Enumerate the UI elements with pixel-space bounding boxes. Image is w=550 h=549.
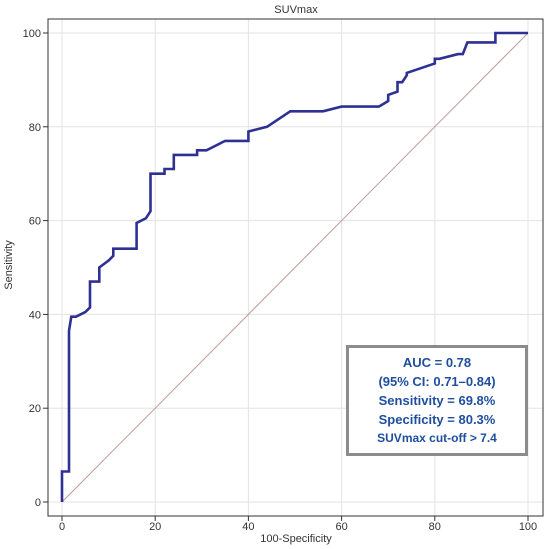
cutoff-value: SUVmax cut-off > 7.4 xyxy=(377,431,497,445)
y-tick-label: 20 xyxy=(29,403,41,415)
y-axis-label: Sensitivity xyxy=(3,240,15,290)
x-tick-label: 100 xyxy=(519,521,537,533)
y-tick-label: 80 xyxy=(29,122,41,134)
x-tick-label: 20 xyxy=(149,521,161,533)
auc-annotation-box: AUC = 0.78 (95% CI: 0.71–0.84) Sensitivi… xyxy=(346,345,528,456)
x-tick-label: 60 xyxy=(335,521,347,533)
grid xyxy=(48,19,543,516)
roc-curve-line xyxy=(60,31,528,502)
y-tick-label: 40 xyxy=(29,309,41,321)
series-layer xyxy=(60,31,529,503)
plot-frame xyxy=(47,18,544,517)
y-tick-label: 60 xyxy=(29,216,41,228)
auc-value: AUC = 0.78 xyxy=(402,355,472,370)
x-tick-label: 40 xyxy=(242,521,254,533)
specificity-value: Specificity = 80.3% xyxy=(378,412,496,427)
y-tick-label: 100 xyxy=(23,28,41,40)
confidence-interval: (95% CI: 0.71–0.84) xyxy=(378,374,496,389)
x-tick-label: 80 xyxy=(429,521,441,533)
x-axis-label: 100-Specificity xyxy=(260,533,332,545)
chart-title: SUVmax xyxy=(274,4,318,16)
x-tick-label: 0 xyxy=(59,521,65,533)
axis-ticks: 0 20 40 60 80 100 0 20 40 60 80 100 xyxy=(23,28,538,533)
reference-diagonal-line xyxy=(61,32,529,503)
sensitivity-value: Sensitivity = 69.8% xyxy=(378,393,496,408)
y-tick-label: 0 xyxy=(35,497,41,509)
